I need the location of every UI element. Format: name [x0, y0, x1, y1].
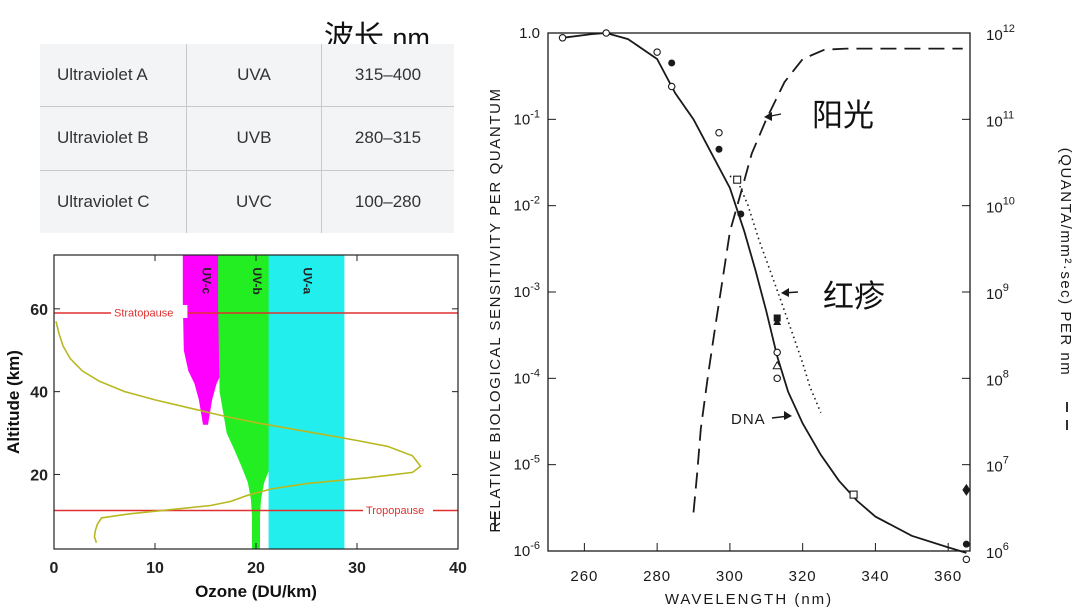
y-tick-label: 40 — [30, 385, 48, 402]
x-tick-label: 260 — [570, 568, 598, 585]
open-circle-point — [653, 48, 661, 56]
y2-tick-label: 1012 — [986, 23, 1015, 44]
y-tick-label: 20 — [30, 467, 48, 484]
uv-table: Ultraviolet A UVA 315–400 Ultraviolet B UVB 2… — [40, 44, 454, 233]
x-tick-label: 30 — [348, 560, 366, 577]
y-tick-label: 10-6 — [514, 540, 540, 560]
open-circle-point — [715, 128, 723, 137]
annotation-label: 阳光 — [812, 98, 874, 133]
x-tick-label: 10 — [146, 560, 164, 577]
y2-tick-label: 107 — [986, 455, 1009, 476]
y-axis-label: Altitude (km) — [4, 350, 23, 454]
open-square-point — [849, 490, 858, 499]
y-tick-label: 10-5 — [514, 454, 540, 474]
ozone-altitude-chart: UV-c UV-b UV-a Stratopause Tropopause 0 10 20 30… — [4, 254, 467, 601]
filled-diamond-point — [962, 483, 971, 496]
x-tick-label: 0 — [50, 560, 59, 577]
reference-line-label: Stratopause — [114, 307, 173, 319]
filled-circle-point — [737, 210, 745, 218]
y2-axis-label: (QUANTA/mm²·sec) PER nm — [1057, 148, 1074, 376]
x-tick-label: 300 — [716, 568, 744, 585]
y-tick-label: 10-1 — [514, 108, 540, 128]
band-name-cell: Ultraviolet B — [40, 106, 187, 172]
series-line — [562, 32, 967, 554]
y2-tick-label: 1010 — [986, 196, 1015, 217]
series-line — [692, 47, 963, 513]
filled-circle-point — [715, 145, 723, 153]
band-abbr-cell: UVC — [186, 170, 322, 233]
x-tick-label: 360 — [934, 568, 962, 585]
filled-triangle-point — [773, 317, 782, 325]
x-tick-label: 40 — [449, 560, 467, 577]
plot-frame — [547, 32, 971, 552]
annotation-arrowhead — [784, 411, 792, 420]
y-tick-label: 10-4 — [514, 367, 540, 387]
annotation-arrowhead — [781, 288, 789, 297]
y-tick-label: 1.0 — [519, 25, 540, 42]
y2-tick-label: 109 — [986, 282, 1009, 303]
open-circle-point — [558, 34, 567, 42]
reference-line-label: Tropopause — [366, 505, 424, 517]
uv-band-1 — [182, 255, 229, 425]
band-abbr-cell: UVA — [186, 44, 322, 107]
y2-tick-label: 106 — [986, 541, 1009, 562]
open-circle-point — [667, 82, 676, 91]
reference-label-bg — [363, 502, 433, 516]
y-tick-label: 10-2 — [514, 195, 540, 215]
y-tick-label: 60 — [30, 302, 48, 319]
band-abbr-cell: UVB — [186, 106, 322, 172]
open-circle-point — [773, 348, 781, 357]
table-row: Ultraviolet C UVC 100–280 — [40, 170, 454, 233]
sensitivity-wavelength-chart: 260 280 300 320 340 360 1.0 10-1 10-2 10-3 10-4 10-… — [487, 23, 1074, 608]
uv-band-label: UV-b — [250, 267, 264, 294]
band-name-cell: Ultraviolet A — [40, 44, 187, 107]
open-triangle-point — [772, 360, 783, 370]
x-axis-label: WAVELENGTH (nm) — [665, 591, 833, 608]
y-axis-label: RELATIVE BIOLOGICAL SENSITIVITY PER QUAN… — [487, 87, 504, 532]
band-range-cell: 100–280 — [354, 192, 422, 211]
band-range-cell: 315–400 — [321, 44, 454, 107]
uv-band-label: UV-a — [300, 267, 314, 294]
x-tick-label: 280 — [643, 568, 671, 585]
annotation-label: DNA — [731, 411, 766, 428]
annotation-arrowhead — [764, 112, 772, 121]
y2-tick-label: 108 — [986, 368, 1009, 389]
open-circle-point — [962, 555, 971, 564]
x-axis-label: Ozone (DU/km) — [195, 582, 317, 601]
band-range-cell: 280–315 — [321, 106, 454, 172]
reference-label-bg — [111, 304, 188, 318]
x-tick-label: 340 — [861, 568, 889, 585]
band-name-cell: Ultraviolet C — [40, 170, 187, 233]
x-tick-label: 320 — [789, 568, 817, 585]
open-circle-point — [602, 29, 610, 37]
annotation-label: 红疹 — [823, 279, 885, 314]
filled-circle-point — [962, 540, 970, 548]
uv-band-3 — [268, 255, 345, 549]
y-tick-label: 10-3 — [514, 281, 540, 301]
y2-tick-label: 1011 — [986, 109, 1014, 130]
filled-circle-point — [668, 59, 676, 67]
table-row: Ultraviolet A UVA 315–400 — [40, 44, 454, 107]
series-line — [729, 175, 822, 414]
table-row: Ultraviolet B UVB 280–315 — [40, 106, 454, 172]
open-square-point — [733, 175, 742, 184]
ozone-line — [55, 321, 422, 544]
open-circle-point — [773, 374, 781, 383]
uv-band-label: UV-c — [199, 267, 213, 294]
x-tick-label: 20 — [247, 560, 265, 577]
